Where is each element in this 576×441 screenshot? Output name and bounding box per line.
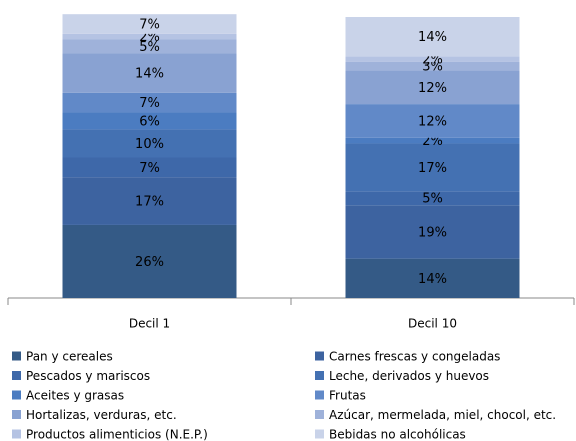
data-label: 19% xyxy=(418,225,447,240)
legend-swatch xyxy=(12,390,21,400)
data-label: 17% xyxy=(135,195,164,210)
bar-segment xyxy=(62,129,237,158)
bar-segment xyxy=(345,137,520,144)
legend-swatch xyxy=(315,429,324,439)
data-label: 17% xyxy=(418,161,447,176)
bar-segment xyxy=(345,104,520,138)
bar-segment xyxy=(62,112,237,130)
legend-swatch xyxy=(12,410,21,419)
legend-label: Hortalizas, verduras, etc. xyxy=(26,408,177,422)
x-tick-label: Decil 1 xyxy=(129,317,170,331)
bar-segment xyxy=(62,33,237,40)
legend-swatch xyxy=(315,390,324,400)
legend-swatch xyxy=(12,371,21,380)
data-label: 14% xyxy=(135,67,164,82)
x-tick-label: Decil 10 xyxy=(408,317,457,331)
bar-segment xyxy=(345,17,520,57)
legend-label: Productos alimenticios (N.E.P.) xyxy=(26,428,208,441)
bar-segment xyxy=(62,14,237,34)
bar-segment xyxy=(345,56,520,62)
bar-segment xyxy=(62,224,237,298)
data-label: 14% xyxy=(418,272,447,287)
bar-segment xyxy=(345,143,520,192)
data-label: 12% xyxy=(418,81,447,96)
legend-swatch xyxy=(12,351,21,361)
data-label: 7% xyxy=(139,96,160,111)
data-label: 6% xyxy=(139,114,160,129)
legend-label: Azúcar, mermelada, miel, chocol, etc. xyxy=(329,408,556,422)
data-label: 26% xyxy=(135,255,164,270)
data-label: 2% xyxy=(139,30,160,45)
bar-segment xyxy=(345,61,520,71)
data-label: 10% xyxy=(135,137,164,152)
bar-segment xyxy=(345,70,520,105)
legend-swatch xyxy=(315,351,324,361)
legend-label: Leche, derivados y huevos xyxy=(329,369,489,383)
bar-segment xyxy=(62,177,237,225)
legend-label: Pescados y mariscos xyxy=(26,369,150,383)
legend-swatch xyxy=(12,429,21,439)
data-label: 14% xyxy=(418,30,447,45)
bar-segment xyxy=(62,157,237,178)
bar-segment xyxy=(345,191,520,206)
legend-label: Carnes frescas y congeladas xyxy=(329,350,500,364)
legend-label: Aceites y grasas xyxy=(26,389,124,403)
data-label: 5% xyxy=(139,40,160,55)
legend-swatch xyxy=(315,371,324,380)
data-label: 5% xyxy=(422,192,443,207)
data-label: 2% xyxy=(422,134,443,149)
data-label: 2% xyxy=(422,53,443,68)
data-label: 12% xyxy=(418,114,447,129)
bar-segment xyxy=(62,92,237,113)
legend-label: Bebidas no alcohólicas xyxy=(329,428,466,441)
bar-segment xyxy=(345,205,520,259)
bar-segment xyxy=(345,258,520,298)
legend-swatch xyxy=(315,410,324,419)
data-label: 7% xyxy=(139,161,160,176)
data-label: 3% xyxy=(422,60,443,75)
bar-segment xyxy=(62,39,237,54)
legend-label: Frutas xyxy=(329,389,366,403)
data-label: 7% xyxy=(139,18,160,33)
legend-label: Pan y cereales xyxy=(26,350,113,364)
bar-segment xyxy=(62,53,237,93)
